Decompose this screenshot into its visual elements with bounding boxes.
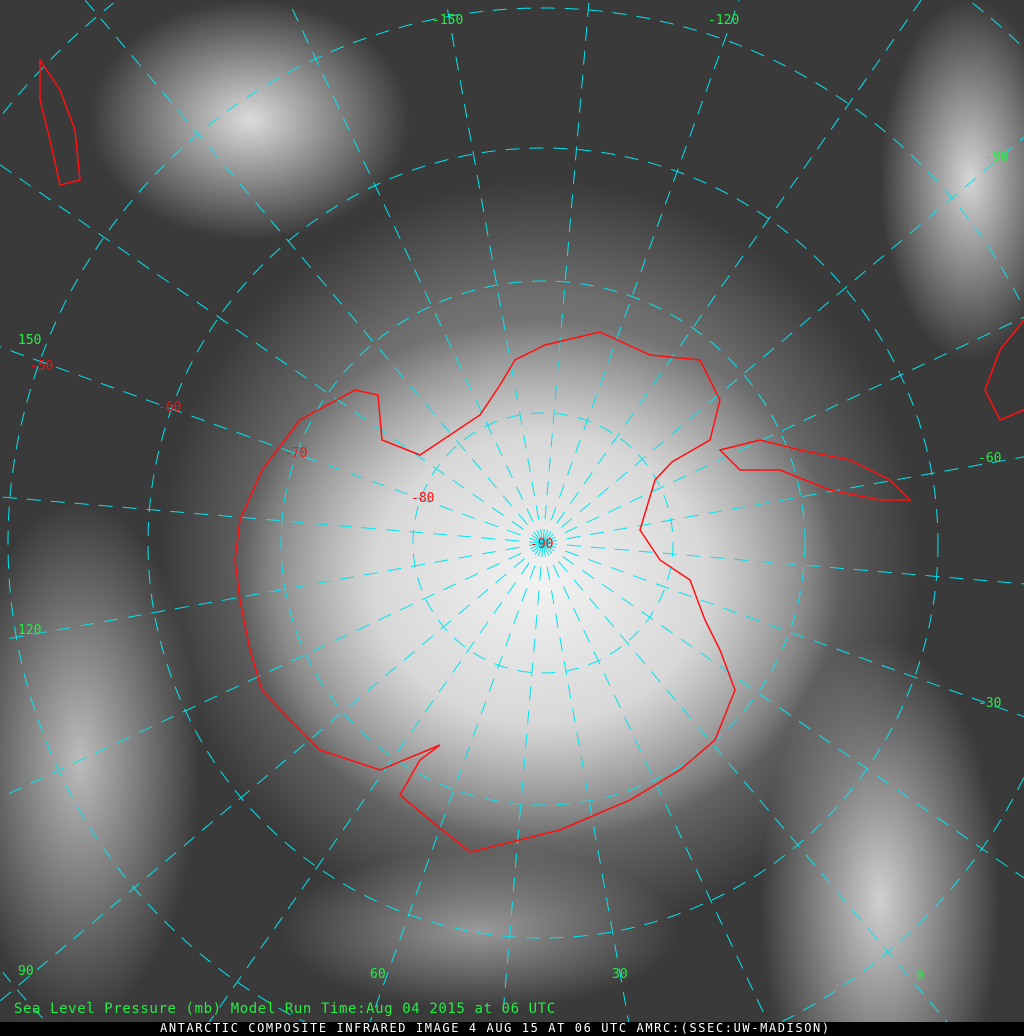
meridian-line xyxy=(0,496,544,544)
longitude-label: 150 xyxy=(18,333,41,348)
grid-labels: -150 -120 -90 -60 -30 0 30 60 90 120 150 -50 -60 -70 -… xyxy=(18,13,1008,984)
meridian-line xyxy=(364,542,544,1036)
meridian-line xyxy=(542,542,1024,718)
longitude-label: -90 xyxy=(985,150,1008,165)
meridian-line xyxy=(445,0,544,544)
latitude-label: -60 xyxy=(158,400,181,415)
meridian-line xyxy=(84,0,544,544)
latitude-circle xyxy=(412,412,674,674)
longitude-label: -150 xyxy=(432,13,463,28)
image-caption: ANTARCTIC COMPOSITE INFRARED IMAGE 4 AUG… xyxy=(160,1021,831,1035)
longitude-label: -60 xyxy=(978,451,1001,466)
meridian-line xyxy=(542,542,1024,585)
longitude-label: -30 xyxy=(978,696,1001,711)
meridian-line xyxy=(542,316,1024,544)
latitude-label: -70 xyxy=(284,446,307,461)
meridian-line xyxy=(0,542,544,799)
longitude-label: 90 xyxy=(18,964,34,979)
longitude-label: 120 xyxy=(18,623,41,638)
model-run-label: Sea Level Pressure (mb) Model Run Time:A… xyxy=(14,1001,556,1017)
meridian-line xyxy=(0,542,544,641)
latitude-label: -80 xyxy=(411,491,434,506)
meridian-line xyxy=(0,542,544,1002)
antarctica-coastline xyxy=(234,331,736,853)
meridian-line xyxy=(0,346,544,544)
longitude-label: -120 xyxy=(708,13,739,28)
south-america-coastline xyxy=(984,319,1024,421)
latitude-circle xyxy=(280,280,806,806)
caption-bar xyxy=(0,1022,1024,1036)
antarctic-peninsula-coastline xyxy=(718,439,912,501)
meridian-line xyxy=(542,0,590,544)
latitude-label: -50 xyxy=(30,359,53,374)
meridian-line xyxy=(542,542,1024,879)
latitude-label: -90 xyxy=(530,537,553,552)
meridian-line xyxy=(542,542,960,1036)
meridian-line xyxy=(542,136,1024,544)
meridian-line xyxy=(542,456,1024,544)
meridian-line xyxy=(542,542,632,1036)
meridian-line xyxy=(542,542,775,1036)
longitude-label: 30 xyxy=(612,967,628,982)
meridian-line xyxy=(500,542,544,1036)
longitude-label: 60 xyxy=(370,967,386,982)
latitude-circle xyxy=(147,147,939,939)
meridian-line xyxy=(542,0,740,544)
meridian-line xyxy=(199,542,544,1036)
longitude-label: 0 xyxy=(916,969,924,984)
latitude-circle xyxy=(7,7,1024,1036)
new-zealand-coastline xyxy=(39,57,81,186)
meridian-line xyxy=(287,0,544,544)
